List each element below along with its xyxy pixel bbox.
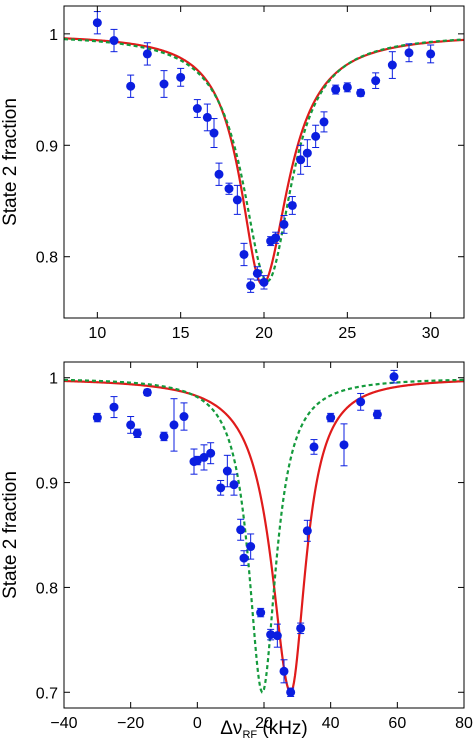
- data-point: [169, 420, 179, 430]
- data-point: [287, 200, 297, 210]
- fit-curves: [64, 378, 464, 694]
- data-point: [296, 623, 306, 633]
- x-tick-label: 10: [88, 325, 106, 342]
- data-point: [199, 452, 209, 462]
- data-point: [356, 88, 366, 98]
- data-point: [159, 431, 169, 441]
- x-axis-title: ΔνRF (kHz): [220, 718, 308, 738]
- y-axis-title: State 2 fraction: [0, 98, 21, 226]
- data-point: [371, 76, 381, 86]
- data-point: [279, 666, 289, 676]
- data-point: [272, 631, 282, 641]
- data-point: [331, 85, 341, 95]
- x-tick-label: −40: [50, 715, 77, 732]
- dashed-fit-curve: [64, 378, 464, 694]
- data-point: [229, 480, 239, 490]
- y-tick-label: 0.7: [36, 685, 58, 702]
- data-point: [256, 608, 266, 618]
- x-tick-label: 15: [172, 325, 190, 342]
- data-point: [311, 131, 321, 141]
- dashed-fit-curve: [64, 38, 464, 283]
- data-point: [209, 128, 219, 138]
- data-point: [389, 372, 399, 382]
- x-tick-label: 30: [422, 325, 440, 342]
- data-point: [126, 420, 136, 430]
- data-point: [126, 81, 136, 91]
- x-tick-label: 60: [388, 715, 406, 732]
- x-tick-label: 80: [455, 715, 473, 732]
- data-point: [309, 442, 319, 452]
- data-point: [202, 112, 212, 122]
- x-tick-label: 40: [322, 715, 340, 732]
- y-tick-label: 0.8: [36, 250, 58, 267]
- data-point: [239, 249, 249, 259]
- data-point: [236, 525, 246, 535]
- data-point: [246, 542, 256, 552]
- data-point: [222, 466, 232, 476]
- x-tick-label: 25: [338, 325, 356, 342]
- data-point: [176, 72, 186, 82]
- data-point: [142, 387, 152, 397]
- data-point: [109, 402, 119, 412]
- data-point: [279, 219, 289, 229]
- data-points: [92, 369, 399, 697]
- data-point: [426, 49, 436, 59]
- plot-frame: [63, 5, 465, 319]
- data-point: [302, 148, 312, 158]
- data-point: [232, 195, 242, 205]
- data-point: [92, 413, 102, 423]
- data-point: [339, 440, 349, 450]
- data-point: [142, 49, 152, 59]
- x-tick-label: −20: [117, 715, 144, 732]
- data-point: [296, 155, 306, 165]
- top-panel: 10 15 20 25 30 0.8 0.9 1 State 2 fraction: [0, 5, 465, 342]
- y-tick-label: 0.9: [36, 476, 58, 493]
- data-points: [92, 11, 436, 293]
- y-tick-label: 1: [49, 27, 58, 44]
- data-point: [216, 483, 226, 493]
- data-point: [109, 36, 119, 46]
- x-tick-label: 0: [193, 715, 202, 732]
- x-tick-label: 20: [255, 715, 273, 732]
- data-point: [192, 456, 202, 466]
- data-point: [356, 397, 366, 407]
- solid-fit-curve: [64, 379, 464, 694]
- data-point: [246, 281, 256, 291]
- data-point: [132, 428, 142, 438]
- data-point: [319, 117, 329, 127]
- data-point: [387, 60, 397, 70]
- plot-frame: [63, 361, 465, 709]
- data-point: [252, 268, 262, 278]
- data-point: [404, 48, 414, 58]
- solid-fit-curve: [64, 37, 464, 286]
- data-point: [286, 687, 296, 697]
- y-tick-label: 0.8: [36, 580, 58, 597]
- y-tick-label: 1: [49, 371, 58, 388]
- y-axis-title: State 2 fraction: [0, 471, 21, 599]
- data-point: [239, 553, 249, 563]
- data-point: [159, 79, 169, 89]
- data-point: [214, 169, 224, 179]
- data-point: [342, 82, 352, 92]
- data-point: [92, 18, 102, 28]
- data-point: [326, 413, 336, 423]
- data-point: [372, 409, 382, 419]
- data-point: [179, 412, 189, 422]
- fit-curves: [64, 37, 464, 286]
- data-point: [206, 448, 216, 458]
- data-point: [271, 233, 281, 243]
- data-point: [192, 104, 202, 114]
- data-point: [224, 184, 234, 194]
- bottom-panel: −40 −20 0 20 40 60 80 0.7 0.8 0.9 1 State 2 fractio…: [0, 361, 473, 738]
- data-point: [259, 277, 269, 287]
- y-tick-label: 0.9: [36, 138, 58, 155]
- data-point: [266, 630, 276, 640]
- data-point: [302, 526, 312, 536]
- x-tick-label: 20: [255, 325, 273, 342]
